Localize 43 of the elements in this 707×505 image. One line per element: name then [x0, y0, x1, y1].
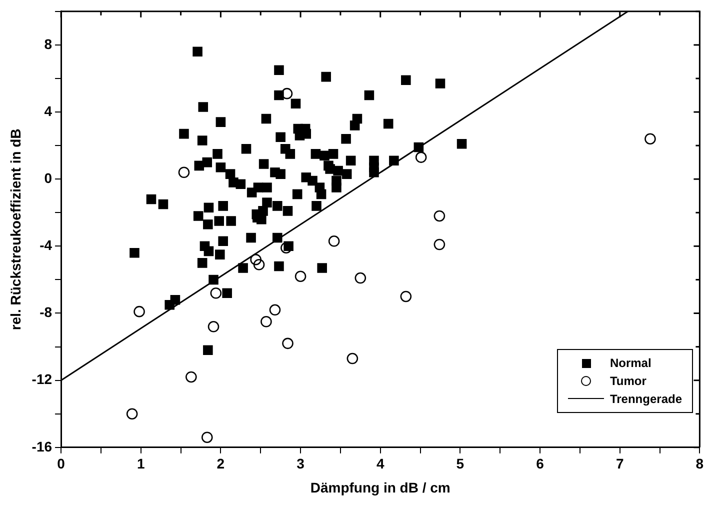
- x-tick-label: 2: [216, 456, 225, 472]
- x-tick-label: 0: [57, 456, 66, 472]
- x-tick-label: 1: [136, 456, 145, 472]
- point: [260, 316, 272, 328]
- legend-label: Trenngerade: [610, 392, 682, 406]
- point: [281, 88, 293, 100]
- y-axis-title: rel. Rückstreukoeffizient in dB: [7, 128, 24, 330]
- point: [126, 408, 138, 420]
- point: [210, 287, 222, 299]
- point: [250, 254, 262, 266]
- point: [354, 272, 366, 284]
- y-tick-label: -4: [40, 237, 52, 254]
- y-tick-label: -8: [40, 304, 52, 320]
- point: [201, 432, 213, 443]
- point: [328, 235, 340, 247]
- point: [208, 321, 220, 332]
- x-tick-label: 3: [296, 456, 305, 472]
- y-tick-label: 0: [44, 170, 52, 186]
- point: [294, 270, 306, 282]
- x-tick-label: 4: [376, 456, 384, 472]
- point: [253, 258, 265, 270]
- x-tick-label: 6: [536, 456, 544, 472]
- point: [178, 166, 190, 178]
- y-tick-label: -16: [32, 438, 52, 454]
- x-axis-title: Dämpfung in dB / cm: [310, 479, 450, 496]
- point: [415, 152, 427, 163]
- legend-label: Tumor: [610, 374, 646, 388]
- point: [644, 133, 656, 144]
- x-tick-label: 7: [616, 456, 624, 472]
- x-tick-label: 8: [696, 456, 704, 472]
- point: [434, 210, 446, 222]
- point: [134, 306, 145, 318]
- point: [434, 238, 446, 250]
- point: [282, 338, 294, 350]
- point: [346, 352, 358, 364]
- legend-label: Normal: [610, 356, 652, 370]
- point: [186, 371, 197, 383]
- y-tick-label: -12: [32, 371, 52, 388]
- point: [400, 290, 412, 302]
- point: [269, 304, 281, 316]
- y-tick-label: 8: [44, 36, 52, 52]
- y-tick-label: 4: [44, 102, 52, 119]
- x-tick-label: 5: [456, 456, 464, 472]
